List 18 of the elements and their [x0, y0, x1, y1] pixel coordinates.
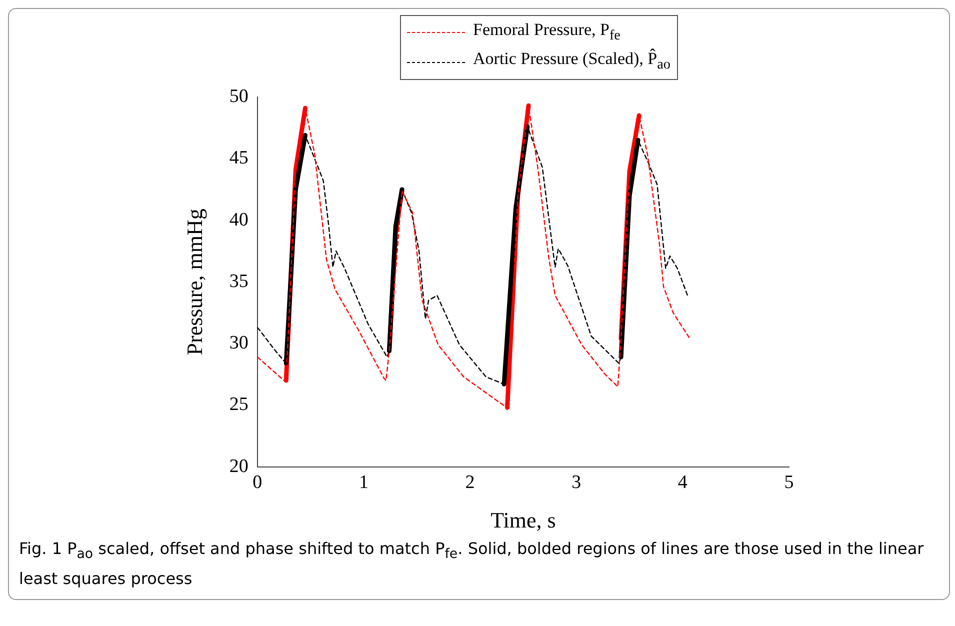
y-tick-label: 50: [229, 86, 248, 107]
x-axis-title: Time, s: [490, 508, 556, 533]
y-tick-label: 40: [229, 209, 248, 230]
x-tick-label: 5: [784, 472, 794, 494]
x-tick-label: 0: [252, 472, 262, 494]
x-tick-label: 3: [572, 472, 582, 494]
y-tick-label: 20: [229, 456, 248, 477]
y-axis-title: Pressure, mmHg: [182, 208, 207, 356]
legend-label: Aortic Pressure (Scaled), P̂$_{ao}$: [473, 48, 670, 75]
y-tick-label: 35: [229, 270, 248, 292]
x-tick-label: 2: [465, 472, 475, 494]
x-tick-label: 1: [358, 472, 368, 494]
text: Fig. 1 P$_{ao}$ scaled, offset and phase shifted to match P$_{fe}$. Solid, bolded regions of lines are those used in the linear least squares process: [19, 539, 924, 588]
legend-label: Femoral Pressure, P$_{fe}$: [473, 19, 620, 46]
y-tick-label: 30: [229, 332, 248, 354]
x-tick-label: 4: [678, 472, 688, 494]
y-tick-label: 25: [229, 394, 248, 416]
y-tick-label: 45: [229, 148, 248, 169]
